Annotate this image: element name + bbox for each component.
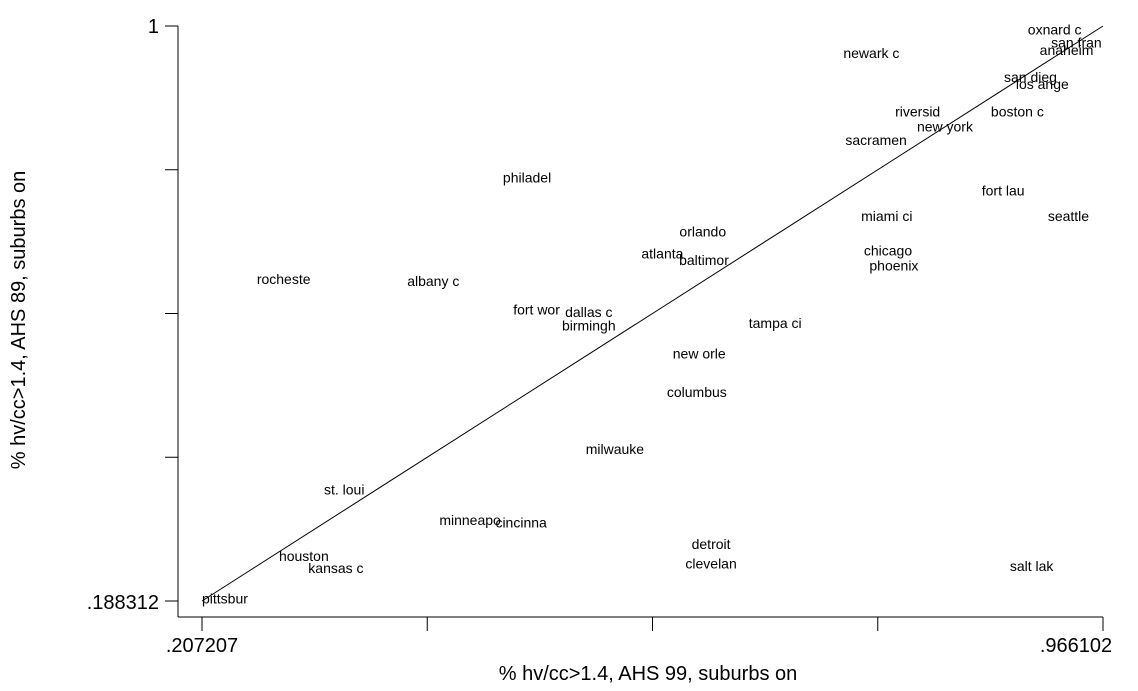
point-label: anaheim (1040, 42, 1094, 58)
reference-line (201, 25, 1104, 602)
point-label: columbus (667, 384, 727, 400)
y-axis-title: % hv/cc>1.4, AHS 89, suburbs on (8, 171, 30, 470)
point-label: clevelan (685, 556, 736, 572)
x-tick-label-max: .966102 (1040, 635, 1112, 657)
point-label: oxnard c (1028, 22, 1082, 38)
point-label: new york (917, 119, 974, 135)
point-label: dallas c (565, 304, 612, 320)
point-label: seattle (1048, 208, 1089, 224)
point-label: phoenix (869, 257, 918, 273)
point-label: fort wor (513, 301, 560, 317)
point-label: milwauke (586, 441, 645, 457)
point-label: albany c (407, 273, 459, 289)
point-label: riversid (895, 104, 940, 120)
y-tick-label-min: .188312 (87, 592, 159, 614)
point-label: orlando (679, 223, 726, 239)
point-label: sacramen (845, 132, 906, 148)
point-label: miami ci (861, 208, 912, 224)
point-label: san dieg (1004, 69, 1057, 85)
point-label: salt lak (1010, 558, 1055, 574)
y-axis-ticks (165, 25, 178, 602)
point-label: los ange (1016, 76, 1069, 92)
point-label: tampa ci (749, 315, 802, 331)
point-label: philadel (503, 170, 551, 186)
point-label: kansas c (308, 560, 363, 576)
point-label: houston (279, 548, 329, 564)
x-axis-title: % hv/cc>1.4, AHS 99, suburbs on (499, 663, 798, 685)
point-label: birmingh (562, 318, 616, 334)
point-label: baltimor (679, 252, 729, 268)
point-label: new orle (673, 345, 726, 361)
point-label: pittsbur (202, 590, 248, 606)
point-label: chicago (864, 243, 912, 259)
point-label: minneapo (439, 512, 501, 528)
point-label: newark c (843, 45, 899, 61)
point-label: detroit (692, 536, 731, 552)
point-label: atlanta (641, 245, 683, 261)
y-tick-label-max: 1 (148, 16, 159, 38)
point-label: rocheste (257, 271, 311, 287)
x-tick-label-min: .207207 (166, 635, 238, 657)
point-label: st. loui (324, 481, 364, 497)
point-label: san fran (1051, 34, 1102, 50)
point-label: boston c (991, 104, 1044, 120)
point-label: cincinna (495, 515, 547, 531)
point-label: fort lau (982, 182, 1025, 198)
x-axis-ticks (201, 617, 1104, 631)
